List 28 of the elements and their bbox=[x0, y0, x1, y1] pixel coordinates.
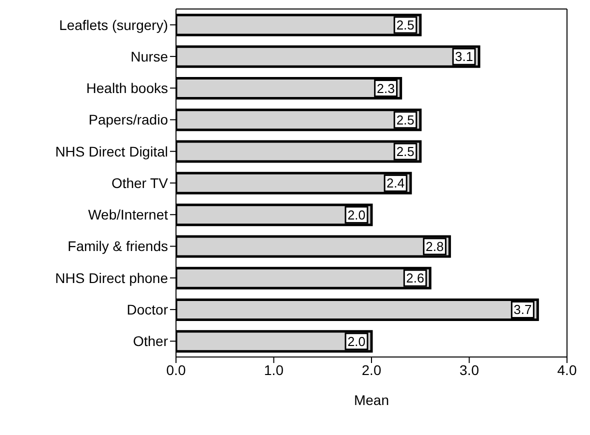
data-label: 2.8 bbox=[426, 238, 444, 254]
x-axis-title: Mean bbox=[354, 392, 390, 408]
data-label: 2.4 bbox=[386, 176, 405, 191]
y-tick-label: Family & friends bbox=[68, 238, 168, 254]
x-tick-label: 3.0 bbox=[460, 362, 480, 378]
x-tick-label: 2.0 bbox=[362, 362, 382, 378]
y-tick-label: Web/Internet bbox=[88, 206, 168, 223]
y-tick-label: NHS Direct phone bbox=[55, 270, 168, 286]
x-tick-label: 4.0 bbox=[557, 362, 577, 378]
data-label: 3.1 bbox=[454, 49, 474, 64]
data-label: 2.5 bbox=[396, 144, 414, 160]
y-tick-label: Papers/radio bbox=[88, 112, 168, 128]
data-label: 2.3 bbox=[376, 80, 395, 96]
data-label: 2.6 bbox=[406, 270, 424, 286]
data-label: 2.0 bbox=[347, 207, 366, 222]
y-tick-label: Other TV bbox=[111, 174, 169, 191]
y-tick-label: Leaflets (surgery) bbox=[59, 16, 168, 33]
x-tick-label: 0.0 bbox=[166, 362, 186, 378]
y-tick-label: Nurse bbox=[130, 48, 168, 64]
data-label: 3.7 bbox=[514, 302, 532, 318]
y-tick-label: Doctor bbox=[126, 302, 168, 318]
y-tick-label: Health books bbox=[86, 80, 168, 96]
data-label: 2.5 bbox=[396, 112, 414, 128]
y-tick-label: Other bbox=[132, 333, 168, 350]
data-label: 2.0 bbox=[347, 334, 366, 349]
data-label: 2.5 bbox=[396, 18, 414, 32]
y-tick-label: NHS Direct Digital bbox=[55, 143, 168, 160]
x-tick-label: 1.0 bbox=[264, 362, 284, 378]
